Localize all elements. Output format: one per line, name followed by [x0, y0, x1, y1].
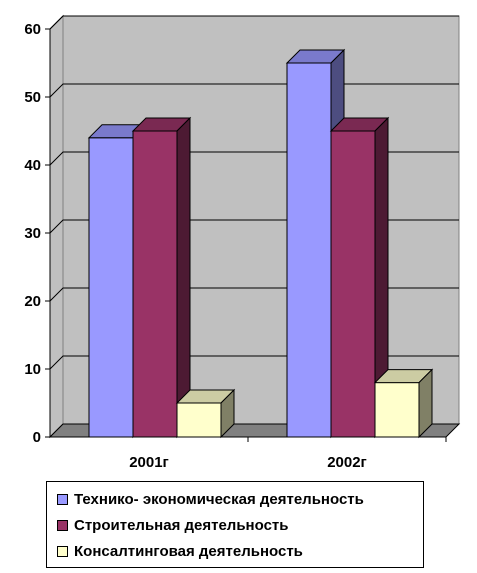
legend-swatch [57, 545, 68, 557]
chart-svg: 0 10 20 30 40 50 60 2001г 2002г [24, 14, 461, 471]
legend-label: Технико- экономическая деятельность [74, 490, 364, 508]
y-tick-label: 10 [24, 361, 41, 378]
legend-swatch [57, 519, 68, 531]
bar [88, 137, 134, 438]
bars [87, 48, 434, 439]
y-tick-label: 40 [24, 157, 41, 174]
y-tick-label: 50 [24, 89, 41, 106]
bar [132, 130, 178, 438]
y-tick-label: 20 [24, 293, 41, 310]
bar [176, 402, 222, 438]
gridline [49, 15, 459, 30]
x-tick-label: 2001г [129, 454, 169, 471]
legend-item-construction: Строительная деятельность [57, 514, 288, 536]
bar [374, 382, 420, 438]
legend-label: Консалтинговая деятельность [74, 542, 303, 560]
bar-side [176, 116, 191, 439]
legend-item-technical-economic: Технико- экономическая деятельность [57, 488, 364, 510]
legend-label: Строительная деятельность [74, 516, 289, 534]
legend-item-consulting: Консалтинговая деятельность [57, 540, 303, 562]
y-tick-labels: 0 10 20 30 40 50 60 [24, 21, 41, 446]
bar-side [418, 368, 433, 439]
y-tick-label: 0 [33, 429, 41, 446]
legend: Технико- экономическая деятельность Стро… [46, 481, 424, 568]
x-tick-labels: 2001г 2002г [129, 454, 367, 471]
bar-side [220, 388, 235, 439]
y-tick-label: 30 [24, 225, 41, 242]
bar [330, 130, 376, 438]
legend-swatch [57, 493, 68, 505]
bar [286, 62, 332, 438]
x-tick-label: 2002г [327, 454, 367, 471]
y-tick-label: 60 [24, 21, 41, 38]
